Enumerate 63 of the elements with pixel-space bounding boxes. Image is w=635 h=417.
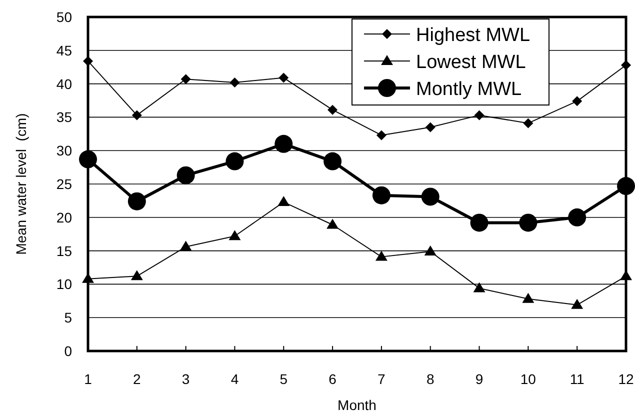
point [180,74,191,84]
point [568,208,586,226]
y-tick-label: 35 [56,109,72,126]
y-tick-label: 15 [56,242,72,259]
x-tick-label: 2 [133,371,142,387]
point [326,218,339,229]
point [424,245,436,256]
point [328,104,338,115]
x-tick-label: 3 [182,371,190,387]
point [621,60,631,70]
point [324,152,342,170]
point [522,292,534,303]
point [274,134,293,153]
x-axis-title: Month [338,397,376,413]
point [425,122,436,132]
point [473,282,486,292]
y-axis-title: Mean water level (cm) [13,113,29,255]
x-tick-label: 11 [570,371,585,387]
point [519,214,538,232]
x-tick-label: 8 [426,371,434,387]
point [571,298,584,309]
point [421,188,440,206]
y-tick-label: 20 [56,209,72,226]
point [132,110,142,120]
point [228,230,241,240]
point [572,96,582,106]
point [180,240,192,251]
y-tick-label: 50 [56,9,72,25]
x-tick-label: 12 [618,371,634,387]
y-tick-label: 40 [56,76,72,92]
point [128,192,146,210]
y-tick-label: 5 [64,310,72,326]
legend-label: Montly MWL [416,79,522,100]
point [278,72,289,83]
y-tick-label: 45 [56,42,72,58]
point [376,130,386,140]
x-tick-label: 9 [475,371,484,387]
y-tick-label: 0 [64,343,72,359]
point [79,150,97,168]
x-tick-label: 7 [378,371,386,387]
point [372,186,390,204]
point [470,214,488,232]
y-tick-label: 10 [56,276,72,292]
point [278,196,290,206]
y-tick-label: 25 [56,176,72,192]
x-tick-label: 1 [84,371,92,387]
point [617,177,635,196]
legend-label: Highest MWL [416,25,530,46]
legend-label: Lowest MWL [416,52,526,73]
point [375,250,388,261]
point [230,77,240,88]
x-tick-label: 4 [230,371,239,387]
point [226,152,244,170]
x-tick-label: 10 [520,371,536,387]
point [83,56,93,66]
point [176,166,195,184]
point [620,270,632,280]
x-tick-label: 6 [328,371,337,387]
point [474,110,484,120]
x-tick-label: 5 [280,371,288,387]
y-tick-label: 30 [56,142,72,159]
point [523,118,534,128]
point [130,270,143,280]
